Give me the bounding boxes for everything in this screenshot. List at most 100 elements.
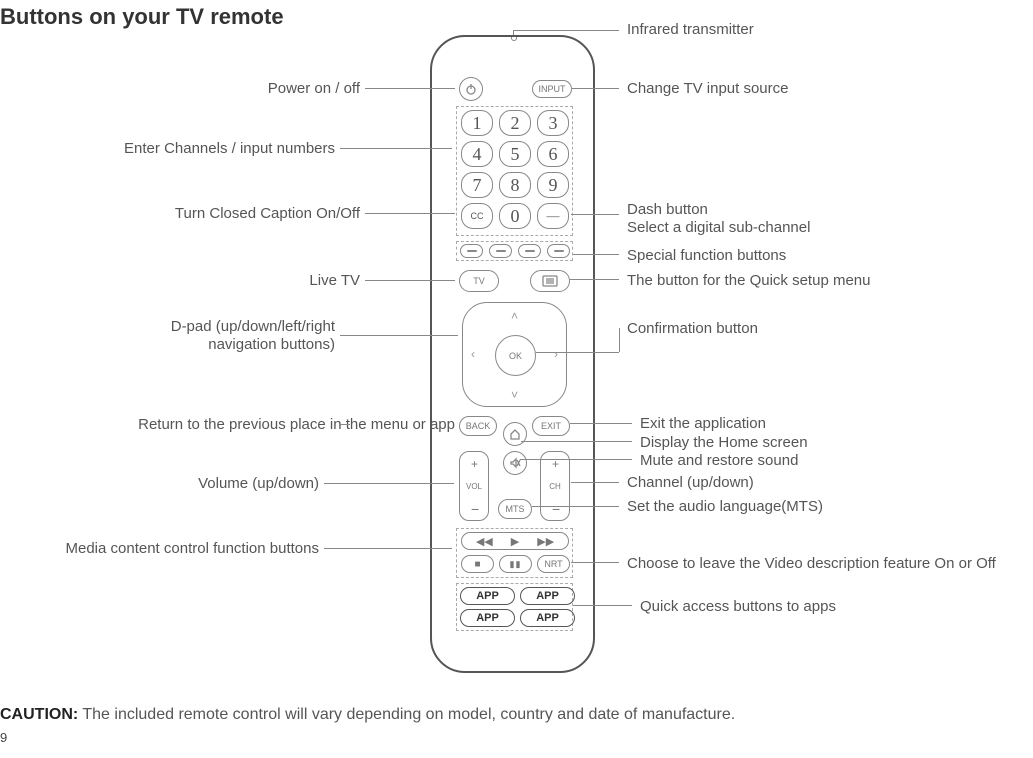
num-3[interactable]: 3 bbox=[537, 110, 569, 136]
back-button[interactable]: BACK bbox=[459, 416, 497, 436]
label-home: Display the Home screen bbox=[640, 434, 808, 451]
ch-down-icon: − bbox=[552, 501, 560, 517]
num-7[interactable]: 7 bbox=[461, 172, 493, 198]
vol-down-icon: − bbox=[471, 501, 479, 517]
fforward-icon[interactable]: ▶▶ bbox=[537, 535, 554, 548]
ir-transmitter bbox=[511, 37, 517, 41]
label-channel: Channel (up/down) bbox=[627, 474, 754, 491]
leader bbox=[324, 483, 454, 484]
stop-icon: ■ bbox=[474, 559, 480, 570]
num-8[interactable]: 8 bbox=[499, 172, 531, 198]
label-dpad-2: navigation buttons) bbox=[0, 336, 335, 353]
label-volume: Volume (up/down) bbox=[0, 475, 319, 492]
leader bbox=[365, 213, 455, 214]
label-nrt: Choose to leave the Video description fe… bbox=[627, 555, 996, 572]
vol-label: VOL bbox=[460, 482, 488, 491]
num-5[interactable]: 5 bbox=[499, 141, 531, 167]
stop-button[interactable]: ■ bbox=[461, 555, 494, 573]
dpad-up-icon: ˄ bbox=[511, 309, 518, 323]
exit-button[interactable]: EXIT bbox=[532, 416, 570, 436]
num-4[interactable]: 4 bbox=[461, 141, 493, 167]
dash-button[interactable]: — bbox=[537, 203, 569, 229]
dpad-left-icon: ‹ bbox=[471, 347, 475, 361]
mute-button[interactable] bbox=[503, 451, 527, 475]
special-4[interactable] bbox=[547, 244, 570, 258]
special-2[interactable] bbox=[489, 244, 512, 258]
app-4[interactable]: APP bbox=[520, 609, 575, 627]
label-apps: Quick access buttons to apps bbox=[640, 598, 836, 615]
power-icon bbox=[465, 83, 477, 95]
leader bbox=[513, 30, 619, 31]
channel-rocker[interactable]: + CH − bbox=[540, 451, 570, 521]
mts-button[interactable]: MTS bbox=[498, 499, 532, 519]
nrt-button[interactable]: NRT bbox=[537, 555, 570, 573]
label-power: Power on / off bbox=[0, 80, 360, 97]
dpad-right-icon: › bbox=[554, 347, 558, 361]
num-9[interactable]: 9 bbox=[537, 172, 569, 198]
leader bbox=[570, 279, 619, 280]
label-special: Special function buttons bbox=[627, 247, 786, 264]
app-3[interactable]: APP bbox=[460, 609, 515, 627]
label-cc: Turn Closed Caption On/Off bbox=[0, 205, 360, 222]
pause-button[interactable]: ▮▮ bbox=[499, 555, 532, 573]
leader bbox=[365, 88, 455, 89]
page-number: 9 bbox=[0, 730, 7, 745]
ok-button[interactable]: OK bbox=[495, 335, 536, 376]
leader bbox=[340, 148, 452, 149]
menu-icon bbox=[542, 275, 558, 287]
special-3[interactable] bbox=[518, 244, 541, 258]
volume-rocker[interactable]: + VOL − bbox=[459, 451, 489, 521]
leader bbox=[570, 423, 632, 424]
label-mute: Mute and restore sound bbox=[640, 452, 798, 469]
num-2[interactable]: 2 bbox=[499, 110, 531, 136]
power-button[interactable] bbox=[459, 77, 483, 101]
home-icon bbox=[509, 428, 521, 440]
label-mts: Set the audio language(MTS) bbox=[627, 498, 823, 515]
num-1[interactable]: 1 bbox=[461, 110, 493, 136]
label-confirm: Confirmation button bbox=[627, 320, 758, 337]
label-dpad-1: D-pad (up/down/left/right bbox=[0, 318, 335, 335]
media-row-1: ◀◀ ▶ ▶▶ bbox=[461, 532, 569, 550]
quick-menu-button[interactable] bbox=[530, 270, 570, 292]
label-ir: Infrared transmitter bbox=[627, 21, 754, 38]
leader bbox=[573, 605, 632, 606]
remote-body: INPUT 1 2 3 4 5 6 7 8 9 CC 0 — TV OK ˄ ˅… bbox=[430, 35, 595, 673]
app-1[interactable]: APP bbox=[460, 587, 515, 605]
leader bbox=[340, 335, 458, 336]
rewind-icon[interactable]: ◀◀ bbox=[476, 535, 493, 548]
home-button[interactable] bbox=[503, 422, 527, 446]
label-livetv: Live TV bbox=[0, 272, 360, 289]
label-exit: Exit the application bbox=[640, 415, 766, 432]
num-6[interactable]: 6 bbox=[537, 141, 569, 167]
label-media: Media content control function buttons bbox=[0, 540, 319, 557]
leader bbox=[340, 424, 350, 425]
leader bbox=[521, 441, 632, 442]
leader bbox=[573, 254, 619, 255]
leader bbox=[572, 88, 619, 89]
app-2[interactable]: APP bbox=[520, 587, 575, 605]
caution-text: CAUTION: The included remote control wil… bbox=[0, 706, 735, 724]
label-dash-1: Dash button bbox=[627, 201, 708, 218]
leader bbox=[520, 459, 632, 460]
leader bbox=[536, 352, 619, 353]
special-1[interactable] bbox=[460, 244, 483, 258]
leader bbox=[324, 548, 452, 549]
ch-label: CH bbox=[541, 482, 569, 491]
pause-icon: ▮▮ bbox=[510, 559, 522, 570]
leader bbox=[619, 328, 620, 352]
cc-button[interactable]: CC bbox=[461, 203, 493, 229]
vol-up-icon: + bbox=[471, 457, 478, 471]
label-dash-2: Select a digital sub-channel bbox=[627, 219, 810, 236]
dpad-down-icon: ˅ bbox=[511, 388, 518, 402]
page-title: Buttons on your TV remote bbox=[0, 4, 284, 30]
leader bbox=[571, 482, 619, 483]
play-icon[interactable]: ▶ bbox=[511, 535, 519, 548]
label-input: Change TV input source bbox=[627, 80, 789, 97]
tv-button[interactable]: TV bbox=[459, 270, 499, 292]
dpad[interactable]: OK ˄ ˅ ‹ › bbox=[462, 302, 567, 407]
leader bbox=[571, 562, 619, 563]
leader bbox=[365, 280, 455, 281]
leader bbox=[532, 506, 619, 507]
num-0[interactable]: 0 bbox=[499, 203, 531, 229]
input-button[interactable]: INPUT bbox=[532, 80, 572, 98]
